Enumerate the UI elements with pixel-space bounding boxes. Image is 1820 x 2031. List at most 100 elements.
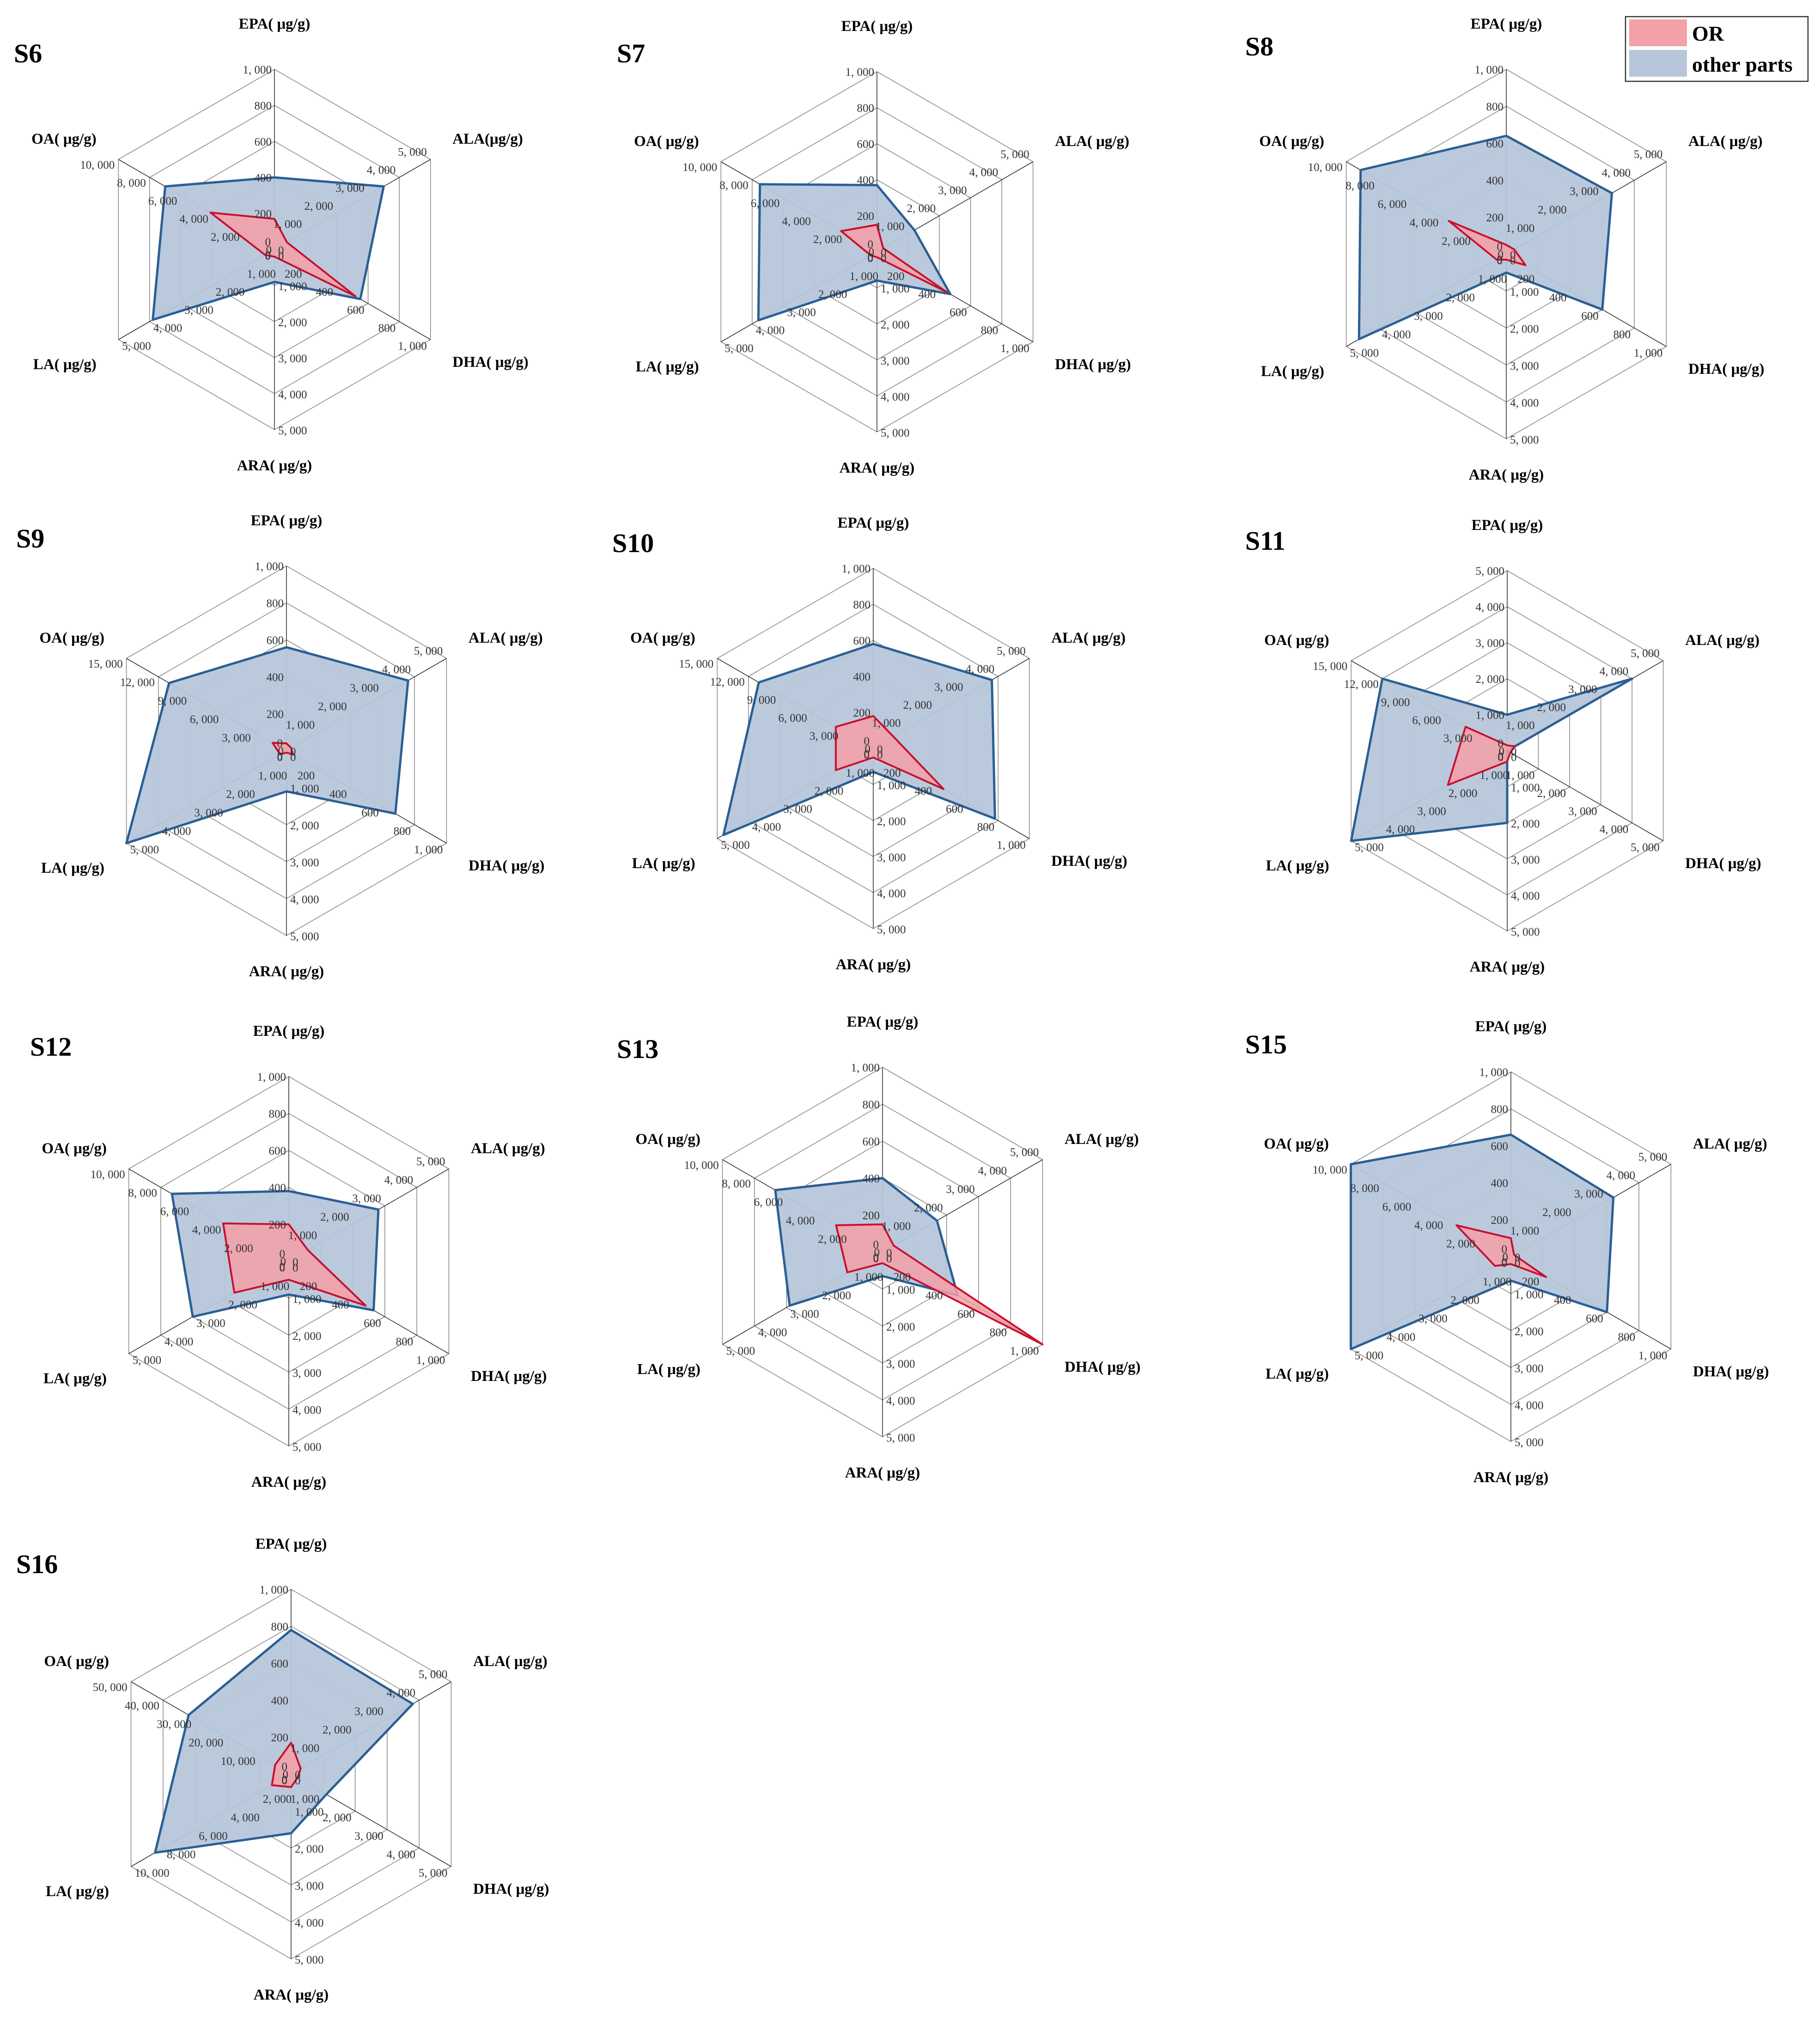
- tick-label: 1, 000: [872, 717, 901, 730]
- tick-label: 800: [267, 597, 284, 610]
- tick-label: 0: [873, 1252, 879, 1264]
- tick-label: 3, 000: [1510, 360, 1539, 372]
- tick-label: 600: [364, 1317, 381, 1330]
- tick-label: 600: [957, 1308, 975, 1320]
- legend-label-or: OR: [1692, 22, 1724, 45]
- tick-label: 0: [1498, 750, 1504, 763]
- tick-label: 1, 000: [1511, 782, 1540, 794]
- tick-label: 0: [868, 252, 874, 265]
- tick-label: 10, 000: [1308, 161, 1343, 174]
- tick-label: 5, 000: [877, 924, 906, 936]
- tick-label: 0: [1497, 255, 1503, 267]
- tick-label: 1, 000: [258, 770, 287, 782]
- tick-label: 4, 000: [231, 1812, 260, 1824]
- tick-label: 10, 000: [682, 161, 717, 174]
- axis-label: EPA( μg/g): [847, 1014, 919, 1030]
- tick-label: 4, 000: [162, 825, 191, 838]
- axis-label: OA( μg/g): [42, 1140, 107, 1157]
- tick-label: 600: [1486, 138, 1504, 150]
- tick-label: 9, 000: [1381, 696, 1410, 709]
- tick-label: 4, 000: [382, 663, 411, 676]
- tick-label: 5, 000: [130, 844, 159, 856]
- tick-label: 400: [1486, 175, 1504, 187]
- tick-label: 4, 000: [881, 391, 910, 403]
- tick-label: 1, 000: [286, 719, 315, 731]
- tick-label: 4, 000: [877, 888, 906, 900]
- tick-label: 1, 000: [1483, 1276, 1512, 1288]
- tick-label: 0: [886, 1247, 892, 1259]
- tick-label: 4, 000: [1382, 328, 1411, 341]
- legend: OR other parts: [1625, 16, 1809, 82]
- tick-label: 5, 000: [1631, 841, 1660, 854]
- axis-label: ALA( μg/g): [1065, 1131, 1139, 1148]
- tick-label: 50, 000: [93, 1681, 128, 1694]
- tick-label: 4, 000: [192, 1224, 221, 1236]
- tick-label: 0: [280, 1262, 286, 1274]
- tick-label: 2, 000: [1442, 235, 1471, 248]
- tick-label: 1, 000: [260, 1584, 289, 1596]
- tick-label: 0: [1515, 1252, 1521, 1264]
- axis-label: LA( μg/g): [632, 855, 695, 872]
- tick-label: 0: [278, 745, 284, 758]
- tick-label: 5, 000: [419, 1867, 448, 1879]
- tick-label: 5, 000: [881, 427, 910, 439]
- axis-label: ARA( μg/g): [1470, 959, 1545, 975]
- axis-label: LA( μg/g): [1261, 363, 1324, 380]
- axis-label: ARA( μg/g): [237, 457, 312, 474]
- legend-swatch-or: [1629, 19, 1687, 46]
- axis-label: DHA( μg/g): [1688, 361, 1764, 377]
- tick-label: 1, 000: [398, 340, 427, 353]
- tick-label: 1, 000: [288, 1229, 317, 1242]
- tick-label: 800: [378, 322, 396, 334]
- tick-label: 4, 000: [1600, 665, 1629, 678]
- tick-label: 400: [925, 1289, 943, 1302]
- axis-label: OA( μg/g): [634, 133, 699, 150]
- tick-label: 4, 000: [292, 1404, 322, 1417]
- tick-label: 200: [857, 210, 875, 223]
- axis-label: DHA( μg/g): [471, 1368, 547, 1385]
- tick-label: 1, 000: [1478, 273, 1507, 286]
- tick-label: 800: [255, 100, 272, 112]
- tick-label: 800: [981, 324, 998, 337]
- tick-label: 5, 000: [1631, 647, 1660, 660]
- tick-label: 0: [295, 1775, 301, 1787]
- tick-label: 12, 000: [120, 676, 155, 689]
- tick-label: 200: [300, 1280, 317, 1293]
- tick-label: 0: [1497, 241, 1503, 253]
- tick-label: 0: [1498, 737, 1504, 750]
- tick-label: 3, 000: [877, 851, 906, 864]
- tick-label: 3, 000: [1511, 854, 1540, 866]
- tick-label: 400: [332, 1299, 349, 1311]
- tick-label: 2, 000: [907, 202, 936, 215]
- tick-label: 800: [853, 599, 871, 611]
- tick-label: 600: [1581, 310, 1599, 322]
- tick-label: 2, 000: [263, 1793, 292, 1806]
- tick-label: 4, 000: [1511, 890, 1540, 902]
- axis-label: ALA( μg/g): [1693, 1136, 1767, 1152]
- tick-label: 5, 000: [122, 340, 151, 353]
- axis-label: EPA( μg/g): [253, 1023, 325, 1040]
- tick-label: 8, 000: [722, 1178, 751, 1190]
- tick-label: 1, 000: [1634, 347, 1663, 359]
- series-or-area: [840, 224, 948, 293]
- tick-label: 400: [316, 286, 334, 298]
- tick-label: 600: [857, 138, 875, 151]
- tick-label: 600: [853, 635, 871, 647]
- tick-label: 4, 000: [752, 821, 781, 833]
- tick-label: 2, 000: [1476, 673, 1505, 686]
- tick-label: 200: [271, 1732, 289, 1744]
- tick-label: 4, 000: [295, 1917, 324, 1929]
- tick-label: 1, 000: [1475, 64, 1504, 76]
- tick-label: 400: [269, 1182, 286, 1194]
- tick-label: 4, 000: [290, 894, 319, 906]
- tick-label: 4, 000: [1600, 823, 1629, 836]
- tick-label: 800: [1618, 1331, 1636, 1344]
- tick-label: 2, 000: [877, 815, 906, 828]
- tick-label: 800: [269, 1108, 286, 1120]
- tick-label: 4, 000: [1510, 397, 1539, 409]
- tick-label: 1, 000: [851, 1062, 880, 1074]
